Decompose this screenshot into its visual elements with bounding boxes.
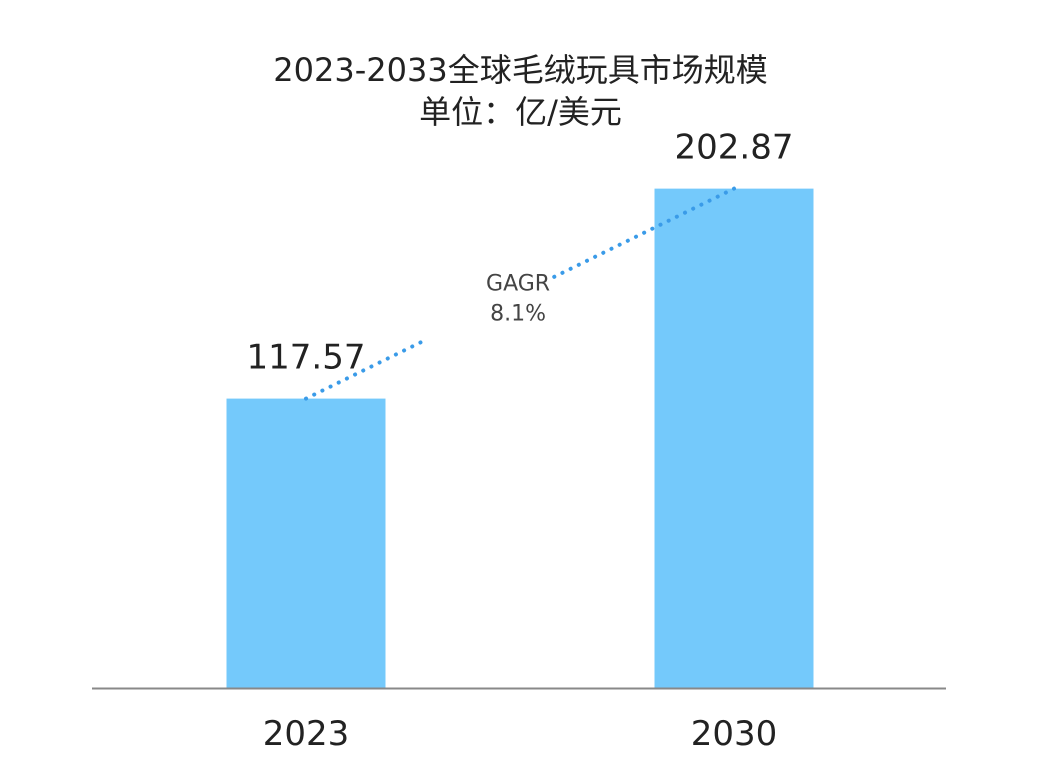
value-label-2030: 202.87 [675, 128, 794, 168]
category-label-2023: 2023 [263, 714, 350, 754]
bar-2030 [654, 188, 814, 688]
chart-title: 2023-2033全球毛绒玩具市场规模 [273, 51, 768, 89]
bar-2023 [226, 398, 386, 688]
labels-layer: 117.57 2023 202.87 2030 [247, 128, 794, 754]
cagr-label: GAGR [486, 271, 550, 296]
category-label-2030: 2030 [691, 714, 778, 754]
trend-line-segment-right [552, 186, 736, 279]
cagr-value: 8.1% [490, 301, 546, 326]
bars-layer [226, 188, 814, 688]
chart-subtitle: 单位：亿/美元 [419, 93, 622, 131]
trend-annotation: GAGR 8.1% [304, 186, 736, 401]
value-label-2023: 117.57 [247, 338, 366, 378]
